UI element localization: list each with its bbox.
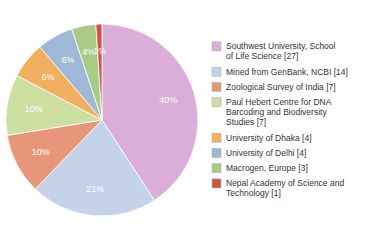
legend-item: Mined from GenBank, NCBI [14] (212, 67, 348, 77)
legend: Southwest University, Schoolof Life Scie… (212, 41, 348, 198)
data-label: 1% (93, 46, 106, 56)
legend-swatch (212, 67, 221, 76)
data-label: 6% (62, 55, 75, 65)
legend-item: Nepal Academy of Science andTechnology [… (212, 178, 344, 198)
data-label: 6% (41, 72, 54, 82)
pie-slice (96, 24, 102, 120)
legend-item: University of Delhi [4] (212, 148, 306, 158)
pie-slice (72, 24, 102, 120)
pie: 40%21%10%10%6%6%4%1% (6, 24, 198, 216)
legend-label: Mined from GenBank, NCBI [14] (226, 67, 348, 77)
legend-swatch (212, 149, 221, 158)
data-label: 40% (159, 95, 177, 105)
data-label: 21% (86, 184, 104, 194)
legend-swatch (212, 42, 221, 51)
legend-label: University of Delhi [4] (226, 148, 306, 158)
legend-label: University of Dhaka [4] (226, 133, 312, 143)
data-label: 10% (32, 147, 50, 157)
legend-item: Zoological Survey of India [7] (212, 82, 336, 92)
chart: 40%21%10%10%6%6%4%1%Southwest University… (0, 0, 380, 240)
legend-swatch (212, 164, 221, 173)
legend-label: Nepal Academy of Science andTechnology [… (226, 178, 344, 198)
legend-item: University of Dhaka [4] (212, 133, 312, 143)
legend-label: Macrogen, Europe [3] (226, 163, 308, 173)
legend-item: Paul Hebert Centre for DNABarcoding and … (212, 97, 332, 127)
data-label: 10% (25, 104, 43, 114)
legend-label: Southwest University, Schoolof Life Scie… (226, 41, 336, 61)
legend-swatch (212, 98, 221, 107)
legend-label: Zoological Survey of India [7] (226, 82, 336, 92)
legend-swatch (212, 83, 221, 92)
legend-item: Southwest University, Schoolof Life Scie… (212, 41, 336, 61)
legend-label: Paul Hebert Centre for DNABarcoding and … (226, 97, 332, 127)
legend-swatch (212, 133, 221, 142)
legend-item: Macrogen, Europe [3] (212, 163, 308, 173)
legend-swatch (212, 179, 221, 188)
